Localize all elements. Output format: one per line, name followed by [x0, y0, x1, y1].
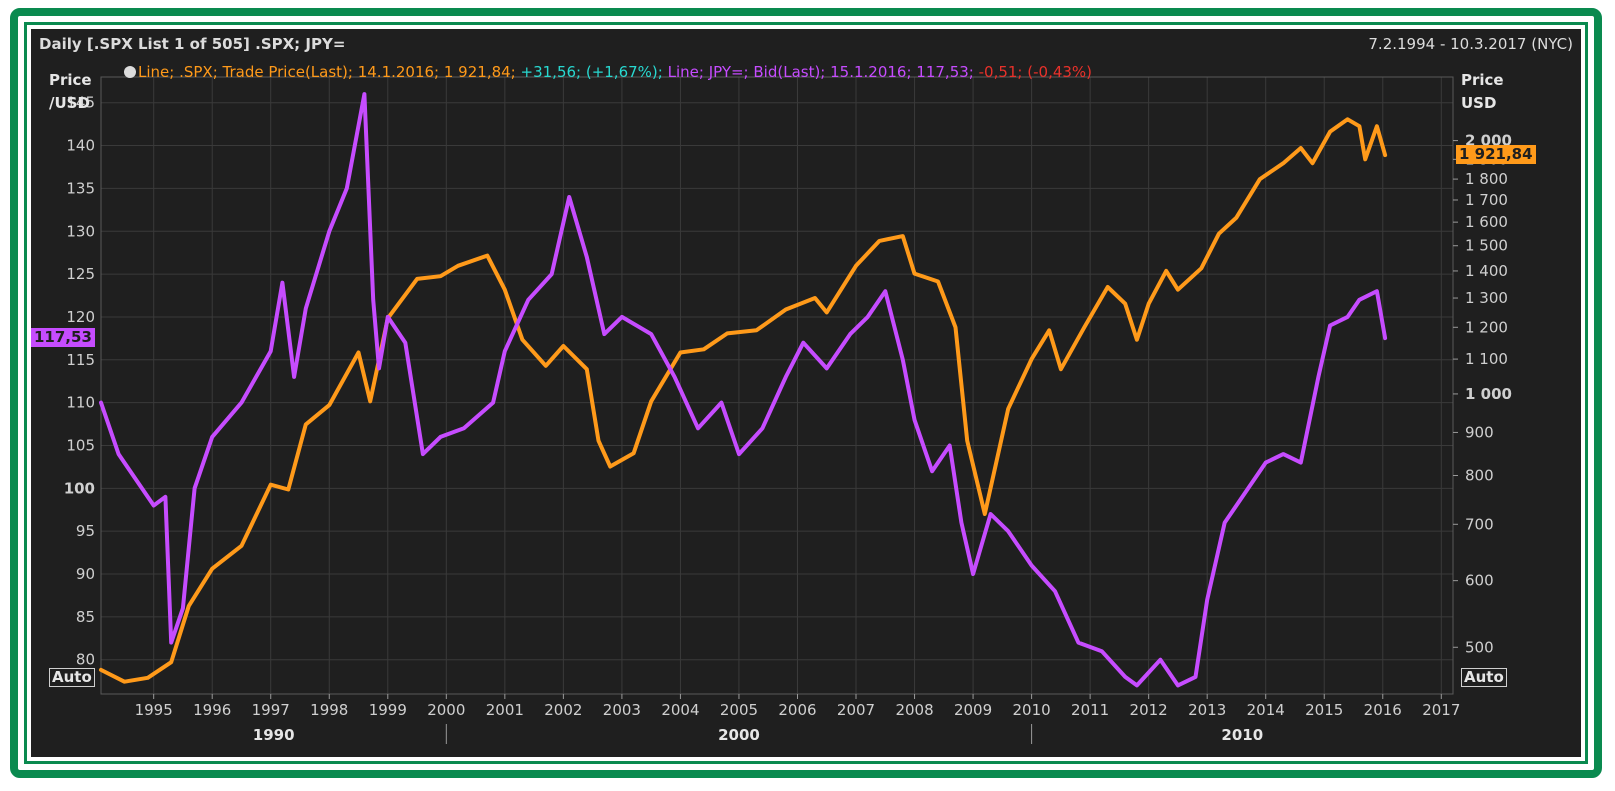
x-tick-label: 2017 [1422, 701, 1460, 719]
x-tick-label: 2003 [603, 701, 641, 719]
y-left-tick-label: 110 [66, 394, 95, 412]
y-left-tick-label: 90 [76, 565, 95, 583]
legend: Line; .SPX; Trade Price(Last); 14.1.2016… [124, 63, 1092, 81]
y-left-tick-label: 105 [66, 436, 95, 454]
right-axis-auto-button[interactable]: Auto [1461, 668, 1507, 687]
x-tick-label: 2010 [1013, 701, 1051, 719]
jpy-last-value-badge: 117,53 [31, 328, 95, 348]
chart-frame: 1995 1996 1997 1998 1999 2000 2001 2002 2003 2004… [10, 8, 1602, 778]
x-tick-label: 2005 [720, 701, 758, 719]
x-tick-label: 1997 [252, 701, 290, 719]
spx-last-value-badge: 1 921,84 [1456, 145, 1536, 165]
y-left-tick-label: 130 [66, 222, 95, 240]
y-right-tick-label: 1 300 [1465, 289, 1508, 307]
x-tick-label: 2006 [778, 701, 816, 719]
left-axis-title: Price /USD [49, 69, 92, 115]
y-right-tick-label: 600 [1465, 572, 1494, 590]
y-left-tick-label: 100 [64, 479, 95, 497]
decade-label: 2000 [718, 726, 760, 744]
y-left-tick-label: 140 [66, 137, 95, 155]
x-tick-label: 2014 [1247, 701, 1285, 719]
chart-canvas: 1995 1996 1997 1998 1999 2000 2001 2002 2003 2004… [64, 76, 1512, 744]
x-tick-label: 2002 [544, 701, 582, 719]
x-tick-label: 2001 [486, 701, 524, 719]
y-right-tick-label: 1 600 [1465, 213, 1508, 231]
y-left-tick-label: 125 [66, 265, 95, 283]
spx-series-line [99, 117, 1388, 684]
chart-panel: 1995 1996 1997 1998 1999 2000 2001 2002 2003 2004… [31, 29, 1581, 757]
y-right-tick-label: 900 [1465, 423, 1494, 441]
y-right-tick-label: 1 100 [1465, 350, 1508, 368]
legend-jpy-change: -0,51; (-0,43%) [978, 63, 1093, 81]
x-tick-label: 2015 [1305, 701, 1343, 719]
y-right-tick-label: 1 500 [1465, 237, 1508, 255]
legend-spx[interactable]: Line; .SPX; Trade Price(Last); 14.1.2016… [138, 63, 516, 81]
legend-spx-change: +31,56; (+1,67%); [520, 63, 663, 81]
x-tick-label: 2007 [837, 701, 875, 719]
right-axis-title-line2: USD [1461, 94, 1497, 112]
x-tick-label: 2008 [895, 701, 933, 719]
chart-title: Daily [.SPX List 1 of 505] .SPX; JPY= [39, 35, 346, 53]
x-tick-label: 2013 [1188, 701, 1226, 719]
series [99, 92, 1388, 688]
y-left-tick-label: 135 [66, 179, 95, 197]
grid [101, 77, 1453, 694]
y-left-tick-label: 115 [66, 351, 95, 369]
y-right-tick-label: 500 [1465, 638, 1494, 656]
legend-jpy[interactable]: Line; JPY=; Bid(Last); 15.1.2016; 117,53… [667, 63, 974, 81]
decade-label: 2010 [1221, 726, 1263, 744]
plot-area-border [100, 76, 1454, 695]
decade-label: 1990 [253, 726, 295, 744]
x-tick-label: 2000 [427, 701, 465, 719]
x-tick-label: 1998 [310, 701, 348, 719]
chart-frame-inner: 1995 1996 1997 1998 1999 2000 2001 2002 2003 2004… [24, 22, 1588, 764]
left-axis-title-line1: Price [49, 71, 92, 89]
right-axis-title-line1: Price [1461, 71, 1504, 89]
clock-icon[interactable] [124, 66, 136, 78]
y-left-tick-label: 145 [66, 94, 95, 112]
y-right-tick-label: 1 800 [1465, 170, 1508, 188]
y-left-tick-label: 80 [76, 651, 95, 669]
left-axis-title-line2: /USD [49, 94, 90, 112]
x-tick-label: 2004 [661, 701, 699, 719]
y-left-tick-label: 120 [66, 308, 95, 326]
x-tick-label: 2012 [1130, 701, 1168, 719]
x-tick-label: 2011 [1071, 701, 1109, 719]
jpy-series-line [99, 92, 1388, 688]
y-right-tick-label: 800 [1465, 466, 1494, 484]
y-right-tick-label: 2 000 [1465, 132, 1512, 150]
right-axis-title: Price USD [1461, 69, 1504, 115]
axes: 1995 1996 1997 1998 1999 2000 2001 2002 2003 2004… [64, 76, 1512, 744]
x-tick-label: 1999 [369, 701, 407, 719]
y-right-tick-label: 1 200 [1465, 318, 1508, 336]
y-right-tick-label: 1 700 [1465, 191, 1508, 209]
left-axis-auto-button[interactable]: Auto [49, 668, 95, 687]
date-range[interactable]: 7.2.1994 - 10.3.2017 (NYC) [1368, 35, 1573, 53]
y-right-tick-label: 1 000 [1465, 385, 1512, 403]
y-left-tick-label: 95 [76, 522, 95, 540]
x-tick-label: 1995 [135, 701, 173, 719]
y-left-tick-label: 85 [76, 608, 95, 626]
x-tick-label: 1996 [193, 701, 231, 719]
y-right-tick-label: 1 400 [1465, 262, 1508, 280]
y-right-tick-label: 700 [1465, 515, 1494, 533]
x-tick-label: 2009 [954, 701, 992, 719]
x-tick-label: 2016 [1364, 701, 1402, 719]
